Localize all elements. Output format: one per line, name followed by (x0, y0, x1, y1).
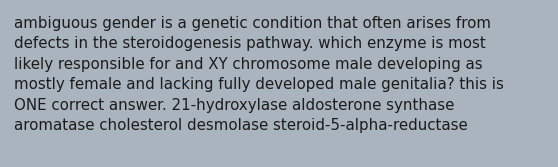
Text: ambiguous gender is a genetic condition that often arises from
defects in the st: ambiguous gender is a genetic condition … (14, 16, 504, 133)
